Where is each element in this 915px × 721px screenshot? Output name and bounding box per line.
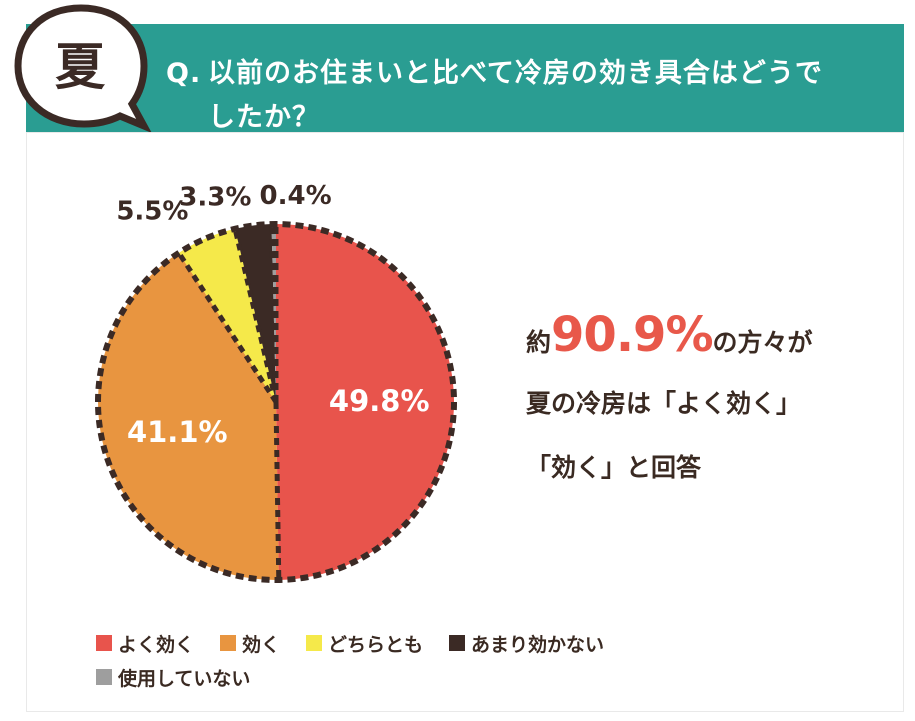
- slice-label-1: 41.1%: [127, 415, 228, 449]
- question-line-1: 以前のお住まいと比べて冷房の効き具合はどうで: [208, 58, 823, 89]
- callout-value: 90.9%: [551, 307, 714, 363]
- callout-line-3: 「効く」と回答: [526, 453, 702, 482]
- legend-label-4: 使用していない: [118, 667, 251, 690]
- legend-item-1: 効く: [220, 630, 280, 657]
- slice-label-4: 0.4%: [260, 181, 332, 211]
- slice-divider-4: [269, 223, 279, 403]
- legend: よく効く 効く どちらとも あまり効かない 使用していない: [96, 626, 876, 694]
- badge-char: 夏: [55, 38, 106, 96]
- slice-divider-2: [176, 251, 279, 404]
- speech-bubble-shape: [14, 4, 152, 134]
- legend-label-0: よく効く: [118, 633, 195, 656]
- question-text: Q. 以前のお住まいと比べて冷房の効き具合はどうで したか？: [166, 52, 886, 140]
- legend-swatch-2: [306, 635, 323, 651]
- summary-callout: 約90.9%の方々が 夏の冷房は「よく効く」 「効く」と回答: [526, 300, 886, 488]
- legend-item-3: あまり効かない: [449, 630, 604, 657]
- pie-slice-1: [97, 252, 279, 580]
- callout-line-2: 夏の冷房は「よく効く」: [526, 389, 802, 418]
- pie-outline: [95, 221, 457, 583]
- callout-pre: 約: [526, 328, 552, 357]
- slice-divider-3: [232, 228, 279, 403]
- question-prefix: Q.: [166, 58, 202, 89]
- legend-item-0: よく効く: [96, 630, 194, 657]
- slice-divider-1: [273, 401, 282, 581]
- question-line-2: したか？: [208, 102, 320, 133]
- slice-label-0: 49.8%: [329, 384, 430, 418]
- legend-label-3: あまり効かない: [471, 633, 605, 656]
- legend-item-4: 使用していない: [96, 664, 250, 691]
- callout-post: の方々が: [712, 328, 813, 357]
- legend-item-2: どちらとも: [306, 630, 423, 657]
- legend-label-2: どちらとも: [328, 633, 424, 656]
- legend-row: よく効く 効く どちらとも あまり効かない: [96, 626, 876, 660]
- legend-row: 使用していない: [96, 660, 876, 694]
- pie-slice-0: [276, 224, 454, 580]
- callout-line-1: 約90.9%の方々が: [526, 300, 886, 370]
- header-band: [26, 24, 904, 136]
- legend-swatch-1: [220, 635, 237, 651]
- legend-swatch-0: [96, 635, 112, 651]
- season-badge: 夏: [14, 4, 152, 134]
- legend-label-1: 効く: [242, 633, 281, 656]
- slice-label-2: 5.5%: [116, 197, 188, 227]
- legend-swatch-4: [96, 669, 112, 685]
- slice-label-3: 3.3%: [179, 183, 251, 213]
- pie-slice-2: [178, 228, 276, 402]
- legend-swatch-3: [449, 635, 466, 651]
